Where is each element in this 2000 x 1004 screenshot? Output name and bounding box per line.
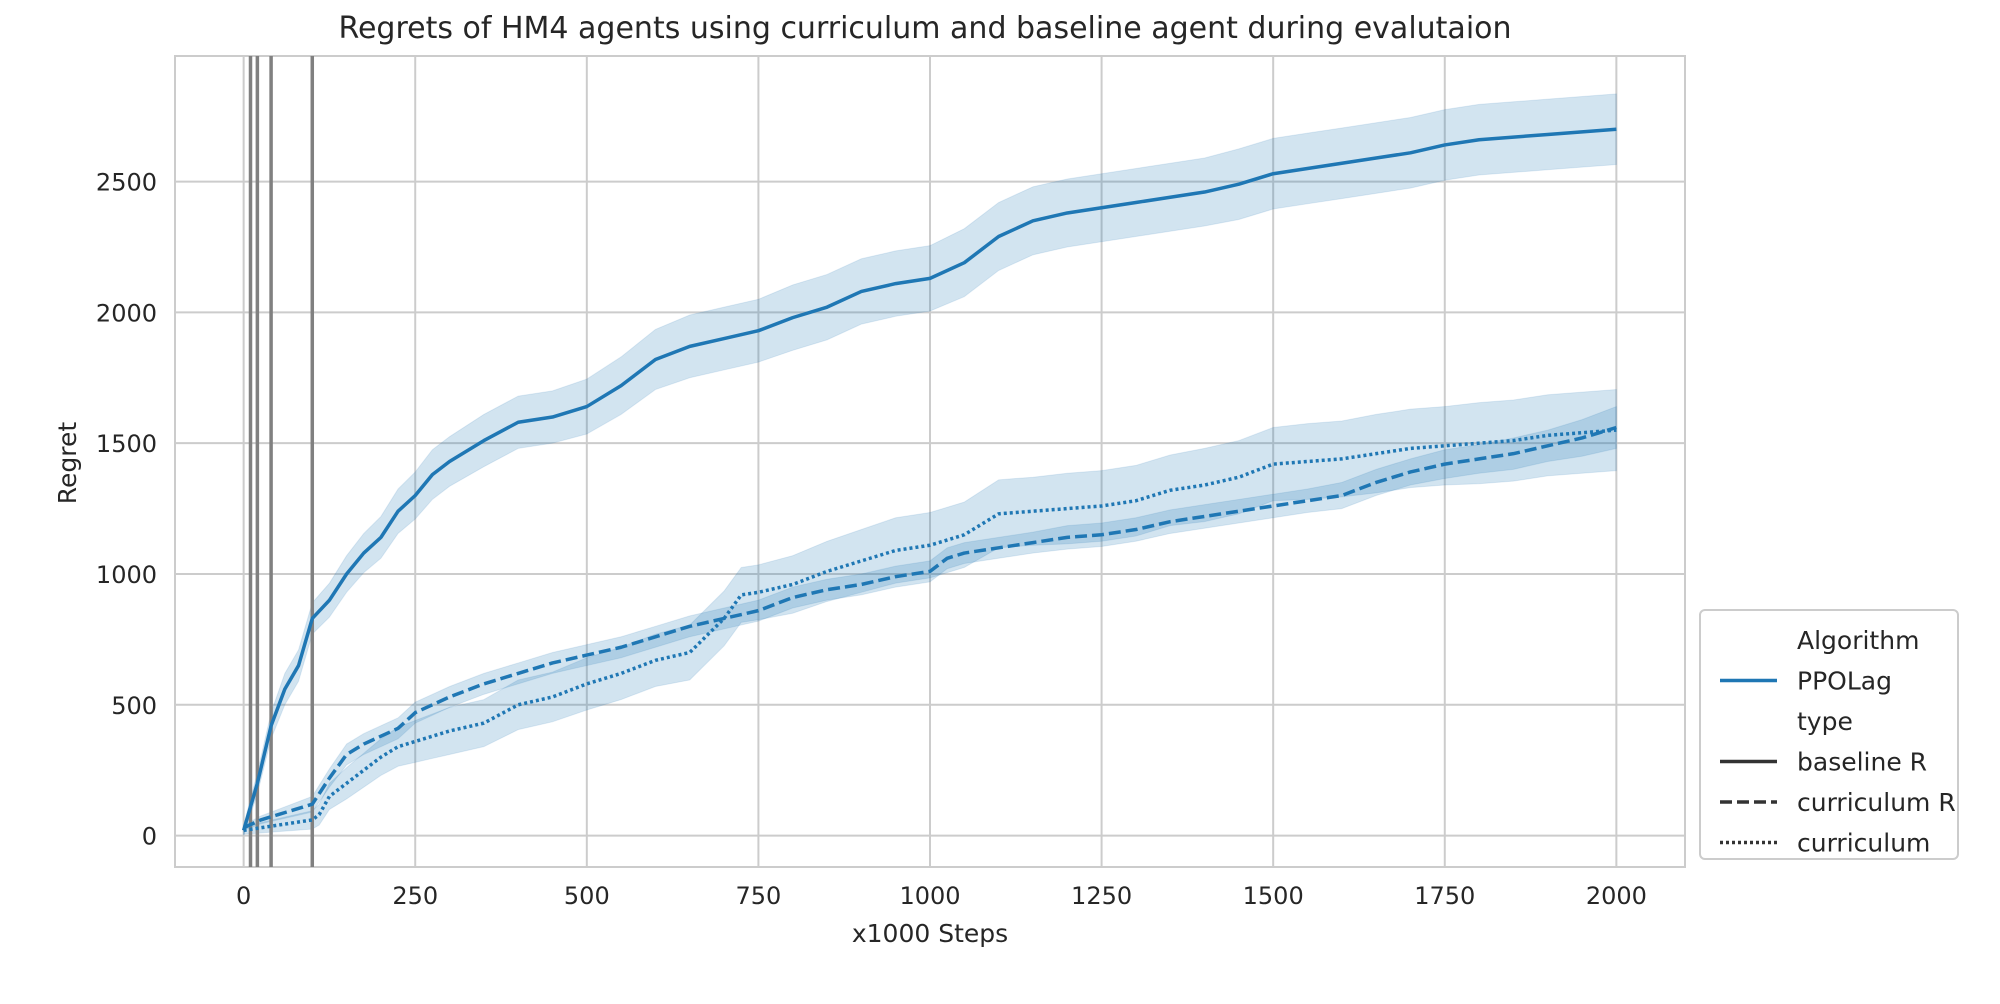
legend-label-baseline-r: baseline R <box>1797 748 1927 777</box>
y-tick-label: 2500 <box>96 169 157 197</box>
band-curriculum <box>243 389 1617 835</box>
y-tick-label: 1000 <box>96 561 157 589</box>
x-tick-label: 1750 <box>1414 882 1475 910</box>
y-tick-label: 2000 <box>96 299 157 327</box>
x-tick-label: 1250 <box>1071 882 1132 910</box>
x-tick-label: 0 <box>236 882 251 910</box>
y-tick-labels: 0 500 1000 1500 2000 2500 <box>96 169 157 851</box>
line-curriculum <box>243 428 1617 833</box>
x-tick-label: 1000 <box>899 882 960 910</box>
y-axis-label: Regret <box>53 422 82 505</box>
y-tick-label: 500 <box>111 692 157 720</box>
legend: Algorithm PPOLag type baseline R curriculum … <box>1699 609 1959 860</box>
legend-label-curriculum-r: curriculum R <box>1797 788 1956 817</box>
band-baseline-r <box>243 93 1617 836</box>
legend-label-algorithm: Algorithm <box>1797 626 1919 655</box>
series-lines <box>241 127 1617 833</box>
legend-label-type: type <box>1797 707 1853 736</box>
legend-label-ppolag: PPOLag <box>1797 667 1892 696</box>
x-tick-labels: 0 250 500 750 1000 1250 1500 1750 2000 <box>236 882 1647 910</box>
line-curriculum-r <box>242 425 1617 830</box>
grid-lines <box>175 56 1685 867</box>
band-curriculum-r <box>243 405 1617 832</box>
line-baseline-r <box>241 127 1617 831</box>
x-tick-label: 1500 <box>1243 882 1304 910</box>
x-tick-label: 500 <box>564 882 610 910</box>
x-tick-label: 2000 <box>1586 882 1647 910</box>
chart-title: Regrets of HM4 agents using curriculum a… <box>338 11 1511 46</box>
confidence-bands <box>243 93 1617 836</box>
y-tick-label: 0 <box>142 823 157 851</box>
legend-frame <box>1699 609 1959 860</box>
x-tick-label: 750 <box>736 882 782 910</box>
y-tick-label: 1500 <box>96 430 157 458</box>
legend-label-curriculum: curriculum <box>1797 829 1930 858</box>
x-tick-label: 250 <box>392 882 438 910</box>
x-axis-label: x1000 Steps <box>852 919 1008 948</box>
